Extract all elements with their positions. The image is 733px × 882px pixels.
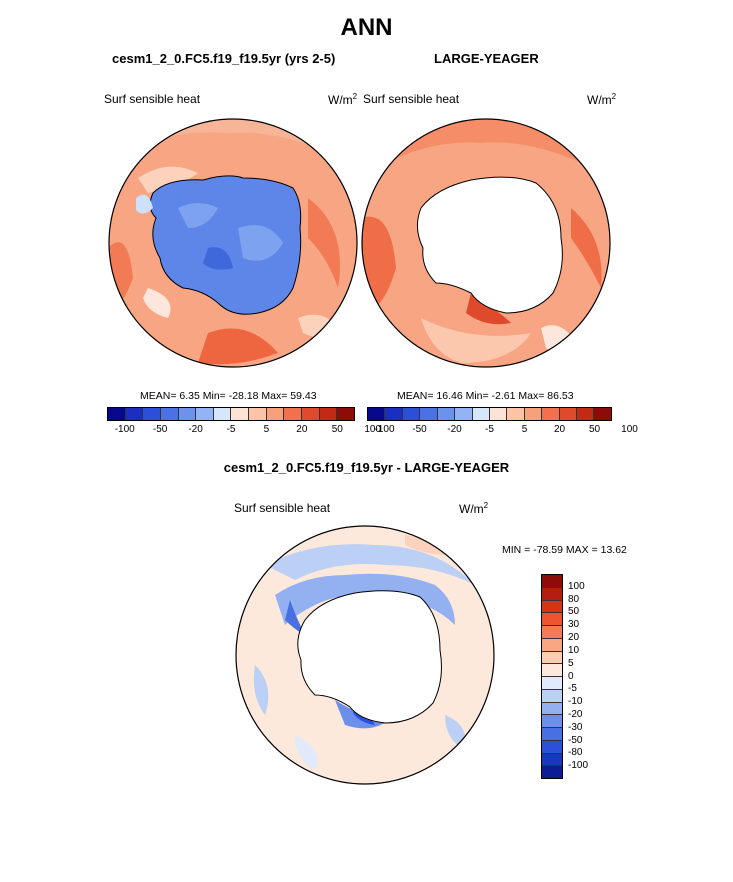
left-units-label: W/m2: [328, 92, 358, 107]
colorbar-tick-label: 80: [568, 593, 580, 605]
right-polar-map: [361, 118, 611, 368]
right-stats-label: MEAN= 16.46 Min= -2.61 Max= 86.53: [397, 390, 574, 402]
colorbar-tick-label: -100: [568, 760, 589, 772]
colorbar-swatch: [455, 408, 473, 420]
colorbar-swatch: [542, 651, 562, 665]
difference-variable-label: Surf sensible heat: [234, 501, 331, 515]
colorbar-swatch: [542, 626, 562, 639]
colorbar-tick-label: 20: [296, 424, 308, 435]
colorbar-tick-label: 5: [263, 424, 270, 435]
colorbar-tick-label: 50: [568, 606, 580, 618]
colorbar-swatch: [542, 613, 562, 626]
colorbar-tick-label: 5: [521, 424, 528, 435]
figure-title: ANN: [340, 14, 393, 41]
colorbar-swatch: [249, 408, 267, 420]
colorbar-swatch: [542, 638, 562, 652]
colorbar-tick-label: 10: [568, 644, 580, 656]
colorbar-tick-label: -10: [568, 696, 583, 708]
colorbar-swatch: [524, 408, 543, 420]
colorbar-swatch: [402, 408, 421, 420]
right-units-label: W/m2: [587, 92, 617, 107]
right-panel-title: LARGE-YEAGER: [434, 51, 539, 66]
colorbar-tick-label: 20: [553, 424, 566, 435]
colorbar-swatch: [266, 408, 285, 420]
colorbar-swatch: [178, 408, 197, 420]
colorbar-tick-label: 50: [331, 424, 343, 435]
colorbar-swatch: [542, 408, 560, 420]
colorbar-swatch: [284, 408, 303, 420]
colorbar-swatch: [542, 753, 562, 767]
left-polar-map: [108, 118, 358, 368]
colorbar-swatch: [231, 408, 250, 420]
colorbar-tick-label: 100: [364, 424, 382, 435]
difference-panel-title: cesm1_2_0.FC5.f19_f19.5yr - LARGE-YEAGER: [223, 460, 510, 475]
colorbar-tick-label: -30: [568, 721, 583, 733]
colorbar-swatch: [160, 408, 179, 420]
colorbar-swatch: [542, 702, 562, 716]
colorbar-swatch: [489, 408, 508, 420]
left-panel-title: cesm1_2_0.FC5.f19_f19.5yr (yrs 2-5): [112, 51, 336, 66]
colorbar-swatch: [472, 408, 490, 420]
difference-units-label: W/m2: [459, 501, 489, 516]
colorbar-tick-label: -5: [226, 424, 236, 435]
colorbar-swatch: [385, 408, 403, 420]
left-colorbar: [107, 407, 355, 421]
colorbar-swatch: [143, 408, 161, 420]
colorbar-swatch: [542, 766, 562, 778]
colorbar-swatch: [302, 408, 320, 420]
right-variable-label: Surf sensible heat: [363, 92, 460, 106]
colorbar-tick-label: -50: [152, 424, 168, 435]
colorbar-tick-label: -50: [412, 424, 427, 435]
colorbar-swatch: [108, 408, 126, 420]
colorbar-swatch: [542, 677, 562, 690]
colorbar-swatch: [196, 408, 214, 420]
colorbar-tick-label: 0: [568, 670, 574, 682]
colorbar-tick-label: 100: [568, 580, 585, 592]
difference-colorbar: [541, 574, 563, 779]
colorbar-swatch: [542, 664, 562, 677]
colorbar-tick-label: -5: [568, 683, 577, 695]
difference-minmax-label: MIN = -78.59 MAX = 13.62: [502, 544, 627, 556]
colorbar-swatch: [542, 728, 562, 741]
colorbar-swatch: [577, 408, 595, 420]
colorbar-swatch: [507, 408, 525, 420]
colorbar-swatch: [368, 408, 386, 420]
left-stats-label: MEAN= 6.35 Min= -28.18 Max= 59.43: [140, 390, 317, 402]
colorbar-tick-label: -100: [114, 424, 135, 435]
colorbar-swatch: [542, 600, 562, 614]
colorbar-tick-label: -50: [568, 734, 583, 746]
right-colorbar-ticks: -100 -50 -20 -5 5 20 50 100: [367, 424, 637, 438]
colorbar-tick-label: 5: [568, 657, 574, 669]
colorbar-swatch: [337, 408, 354, 420]
colorbar-swatch: [420, 408, 438, 420]
colorbar-tick-label: -20: [447, 424, 462, 435]
colorbar-swatch: [319, 408, 338, 420]
colorbar-swatch: [542, 587, 562, 601]
colorbar-swatch: [213, 408, 232, 420]
difference-polar-map: [235, 525, 495, 785]
colorbar-swatch: [542, 740, 562, 754]
colorbar-tick-label: 30: [568, 619, 580, 631]
colorbar-tick-label: 20: [568, 632, 580, 644]
colorbar-tick-label: -100: [374, 424, 395, 435]
colorbar-tick-label: 100: [621, 424, 638, 435]
colorbar-tick-label: 50: [588, 424, 601, 435]
right-colorbar: [367, 407, 612, 421]
colorbar-tick-label: -80: [568, 747, 583, 759]
colorbar-tick-label: -5: [485, 424, 494, 435]
colorbar-swatch: [559, 408, 578, 420]
colorbar-swatch: [542, 575, 562, 588]
left-colorbar-ticks: -100 -50 -20 -5 5 20 50 100: [107, 424, 381, 438]
difference-colorbar-ticks: 100 80 50 30 20 10 5 0 -5 -10 -20 -30 -50 -80 -100: [568, 574, 608, 779]
left-variable-label: Surf sensible heat: [104, 92, 201, 106]
colorbar-swatch: [125, 408, 144, 420]
colorbar-tick-label: -20: [188, 424, 203, 435]
colorbar-swatch: [437, 408, 456, 420]
colorbar-swatch: [594, 408, 611, 420]
colorbar-swatch: [542, 689, 562, 703]
colorbar-tick-label: -20: [568, 708, 583, 720]
colorbar-swatch: [542, 715, 562, 728]
